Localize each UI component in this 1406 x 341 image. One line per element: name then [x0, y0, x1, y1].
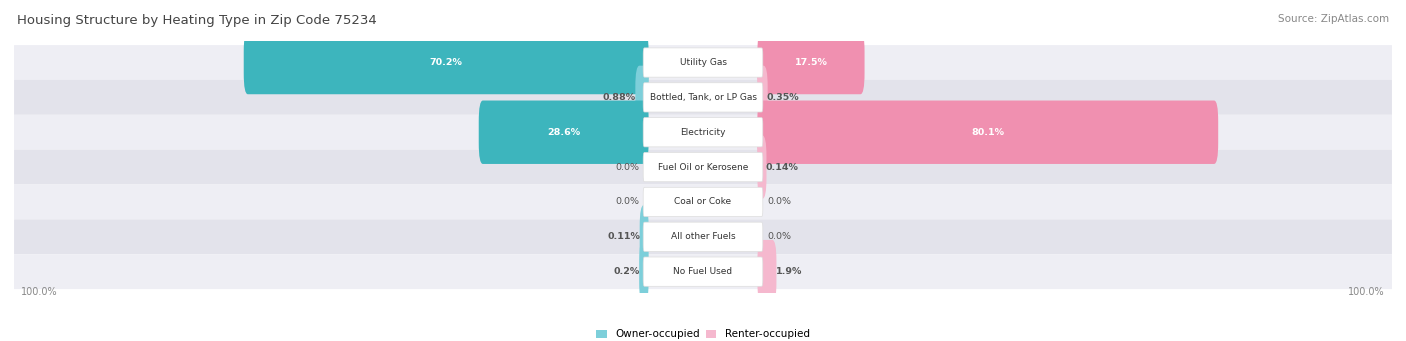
- Text: 0.0%: 0.0%: [768, 232, 792, 241]
- Text: Housing Structure by Heating Type in Zip Code 75234: Housing Structure by Heating Type in Zip…: [17, 14, 377, 27]
- Text: Bottled, Tank, or LP Gas: Bottled, Tank, or LP Gas: [650, 93, 756, 102]
- Text: 70.2%: 70.2%: [430, 58, 463, 67]
- FancyBboxPatch shape: [643, 257, 763, 286]
- Text: 1.9%: 1.9%: [776, 267, 801, 276]
- FancyBboxPatch shape: [643, 118, 763, 147]
- Text: All other Fuels: All other Fuels: [671, 232, 735, 241]
- Text: 0.0%: 0.0%: [614, 197, 638, 206]
- Text: 0.14%: 0.14%: [766, 163, 799, 172]
- Text: Source: ZipAtlas.com: Source: ZipAtlas.com: [1278, 14, 1389, 24]
- FancyBboxPatch shape: [758, 135, 766, 199]
- Text: 100.0%: 100.0%: [21, 287, 58, 297]
- Text: 0.2%: 0.2%: [613, 267, 640, 276]
- FancyBboxPatch shape: [478, 101, 648, 164]
- FancyBboxPatch shape: [758, 31, 865, 94]
- FancyBboxPatch shape: [643, 83, 763, 112]
- Text: 80.1%: 80.1%: [972, 128, 1004, 137]
- FancyBboxPatch shape: [640, 240, 648, 303]
- Text: 0.11%: 0.11%: [607, 232, 640, 241]
- FancyBboxPatch shape: [758, 66, 768, 129]
- Text: 0.88%: 0.88%: [603, 93, 636, 102]
- FancyBboxPatch shape: [14, 150, 1392, 184]
- Text: 0.0%: 0.0%: [768, 197, 792, 206]
- Text: No Fuel Used: No Fuel Used: [673, 267, 733, 276]
- Text: Electricity: Electricity: [681, 128, 725, 137]
- Text: 100.0%: 100.0%: [1348, 287, 1385, 297]
- Text: Utility Gas: Utility Gas: [679, 58, 727, 67]
- Text: 17.5%: 17.5%: [794, 58, 827, 67]
- Text: 28.6%: 28.6%: [547, 128, 581, 137]
- FancyBboxPatch shape: [14, 115, 1392, 150]
- FancyBboxPatch shape: [14, 219, 1392, 254]
- FancyBboxPatch shape: [758, 240, 776, 303]
- Text: Coal or Coke: Coal or Coke: [675, 197, 731, 206]
- FancyBboxPatch shape: [640, 205, 648, 268]
- Text: 0.35%: 0.35%: [768, 93, 800, 102]
- Text: 0.0%: 0.0%: [614, 163, 638, 172]
- FancyBboxPatch shape: [243, 31, 648, 94]
- FancyBboxPatch shape: [14, 80, 1392, 115]
- Text: Fuel Oil or Kerosene: Fuel Oil or Kerosene: [658, 163, 748, 172]
- FancyBboxPatch shape: [643, 152, 763, 182]
- FancyBboxPatch shape: [643, 222, 763, 251]
- FancyBboxPatch shape: [758, 101, 1218, 164]
- FancyBboxPatch shape: [14, 184, 1392, 219]
- FancyBboxPatch shape: [14, 45, 1392, 80]
- FancyBboxPatch shape: [14, 254, 1392, 289]
- FancyBboxPatch shape: [643, 187, 763, 217]
- FancyBboxPatch shape: [636, 66, 648, 129]
- Legend: Owner-occupied, Renter-occupied: Owner-occupied, Renter-occupied: [592, 325, 814, 341]
- FancyBboxPatch shape: [643, 48, 763, 77]
